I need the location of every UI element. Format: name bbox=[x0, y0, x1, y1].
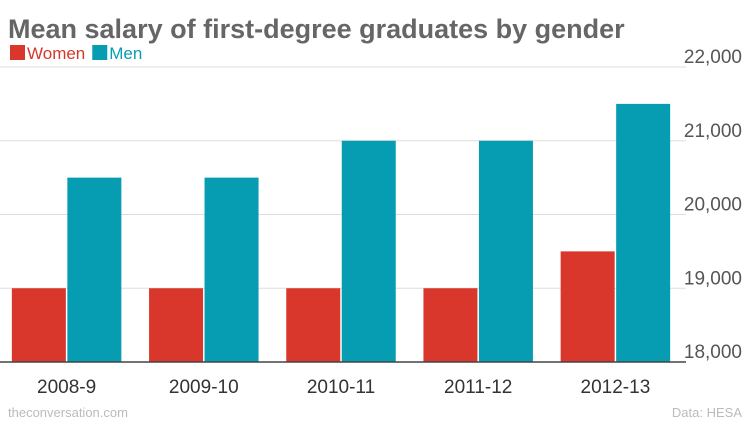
y-tick-label: 19,000 bbox=[684, 268, 742, 289]
x-axis-ticks: 2008-9 2009-10 2010-11 2011-12 2012-13 bbox=[37, 377, 650, 398]
bars bbox=[11, 103, 671, 362]
bar-men-2009-10 bbox=[204, 177, 259, 362]
legend-swatch-women bbox=[10, 45, 25, 60]
bar-men-2011-12 bbox=[478, 140, 533, 362]
x-tick-label: 2010-11 bbox=[307, 377, 375, 398]
legend-label-men: Men bbox=[109, 44, 142, 63]
y-tick-label: 20,000 bbox=[684, 195, 742, 216]
y-tick-label: 21,000 bbox=[684, 121, 742, 142]
bar-women-2010-11 bbox=[286, 288, 341, 362]
footer-data-credit: Data: HESA bbox=[672, 405, 742, 420]
bar-men-2012-13 bbox=[616, 103, 671, 362]
y-tick-label: 22,000 bbox=[684, 47, 742, 68]
chart-title: Mean salary of first-degree graduates by… bbox=[8, 14, 625, 44]
x-tick-label: 2012-13 bbox=[581, 377, 651, 398]
x-tick-label: 2008-9 bbox=[37, 377, 96, 398]
x-tick-label: 2011-12 bbox=[444, 377, 512, 398]
bar-men-2008-9 bbox=[67, 177, 122, 362]
bar-women-2012-13 bbox=[560, 251, 615, 362]
bar-men-2010-11 bbox=[341, 140, 396, 362]
legend-swatch-men bbox=[92, 45, 108, 60]
bar-women-2008-9 bbox=[11, 288, 66, 362]
footer-source-site: theconversation.com bbox=[8, 405, 128, 420]
y-axis-ticks: 18,000 19,000 20,000 21,000 22,000 bbox=[684, 47, 742, 363]
bar-women-2009-10 bbox=[149, 288, 204, 362]
x-tick-label: 2009-10 bbox=[169, 377, 239, 398]
bar-women-2011-12 bbox=[423, 288, 478, 362]
y-tick-label: 18,000 bbox=[684, 342, 742, 363]
legend-label-women: Women bbox=[27, 44, 85, 63]
legend: Women Men bbox=[10, 44, 142, 63]
